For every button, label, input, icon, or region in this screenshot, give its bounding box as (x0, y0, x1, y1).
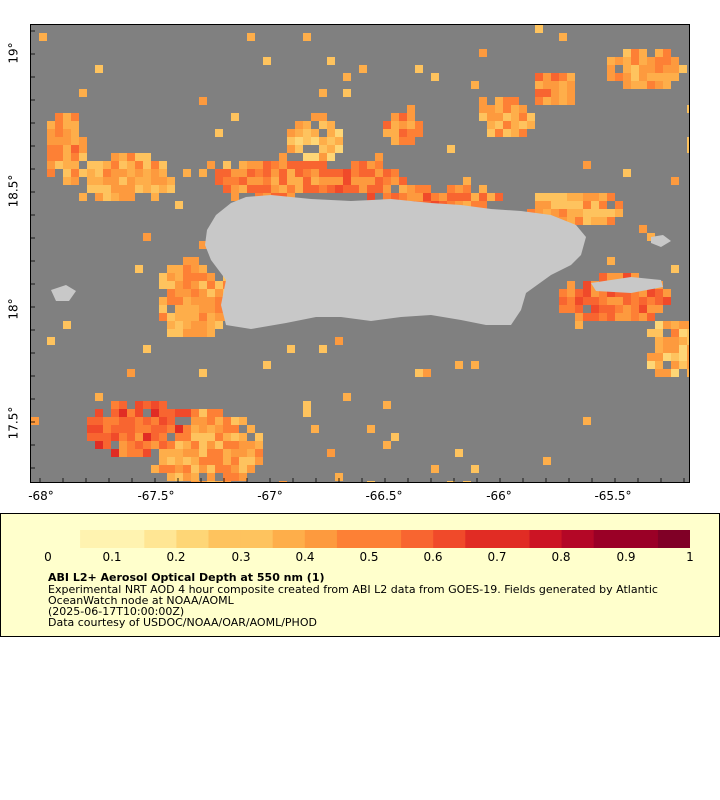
legend-description: Experimental NRT AOD 4 hour composite cr… (48, 583, 658, 596)
colorbar-tick-label: 0.2 (166, 550, 186, 564)
colorbar-tick-label: 0.6 (423, 550, 443, 564)
vieques-island (591, 277, 663, 293)
puerto-rico-landmass (205, 195, 586, 329)
y-tick-label: 18° (6, 298, 21, 320)
colorbar-tick-label: 0.9 (616, 550, 636, 564)
colorbar-swatch (176, 530, 209, 548)
colorbar-swatch (304, 530, 338, 548)
aod-map (31, 25, 689, 482)
x-tick-label: -67° (257, 489, 283, 503)
colorbar-swatch (369, 530, 402, 548)
x-tick-label: -67.5° (137, 489, 175, 503)
colorbar-tick-label: 0 (44, 550, 52, 564)
colorbar-swatch (144, 530, 177, 548)
colorbar-swatch (529, 530, 563, 548)
map-panel (30, 24, 690, 483)
y-tick-label: 19° (6, 42, 21, 64)
colorbar-tick-label: 0.1 (102, 550, 122, 564)
mona-island (51, 285, 76, 301)
colorbar-swatch (208, 530, 242, 548)
culebra-island (651, 235, 671, 247)
colorbar-tick-label: 0.3 (231, 550, 251, 564)
colorbar-swatch (593, 530, 627, 548)
colorbar (48, 530, 691, 548)
colorbar-tick-label: 0.4 (295, 550, 315, 564)
colorbar-swatch (240, 530, 274, 548)
colorbar-tick-label: 0.8 (551, 550, 571, 564)
colorbar-swatches (48, 530, 691, 548)
colorbar-tick-label: 1 (686, 550, 694, 564)
colorbar-swatch (433, 530, 466, 548)
y-tick-label: 18.5° (6, 174, 21, 208)
colorbar-swatch (401, 530, 434, 548)
colorbar-swatch (625, 530, 659, 548)
colorbar-swatch (497, 530, 530, 548)
colorbar-swatch (657, 530, 691, 548)
legend-title: ABI L2+ Aerosol Optical Depth at 550 nm … (48, 571, 325, 584)
x-tick-label: -65.5° (594, 489, 632, 503)
colorbar-tick-label: 0.5 (359, 550, 379, 564)
legend-description: OceanWatch node at NOAA/AOML (48, 594, 234, 607)
colorbar-swatch (465, 530, 498, 548)
colorbar-swatch (336, 530, 370, 548)
legend-panel: 0 0.1 0.2 0.3 0.4 0.5 0.6 0.7 0.8 0.9 1 … (0, 513, 720, 637)
legend-credit: Data courtesy of USDOC/NOAA/OAR/AOML/PHO… (48, 616, 317, 629)
colorbar-swatch (112, 530, 145, 548)
colorbar-swatch (561, 530, 595, 548)
y-tick-label: 17.5° (6, 406, 21, 440)
aod-pixels (31, 25, 689, 482)
axis-ticks (31, 30, 685, 482)
colorbar-swatch (80, 530, 113, 548)
x-tick-label: -68° (28, 489, 54, 503)
x-tick-label: -66° (486, 489, 512, 503)
colorbar-swatch (272, 530, 306, 548)
x-tick-label: -66.5° (365, 489, 403, 503)
colorbar-swatch (48, 530, 81, 548)
colorbar-tick-label: 0.7 (487, 550, 507, 564)
legend-timestamp: (2025-06-17T10:00:00Z) (48, 605, 185, 618)
